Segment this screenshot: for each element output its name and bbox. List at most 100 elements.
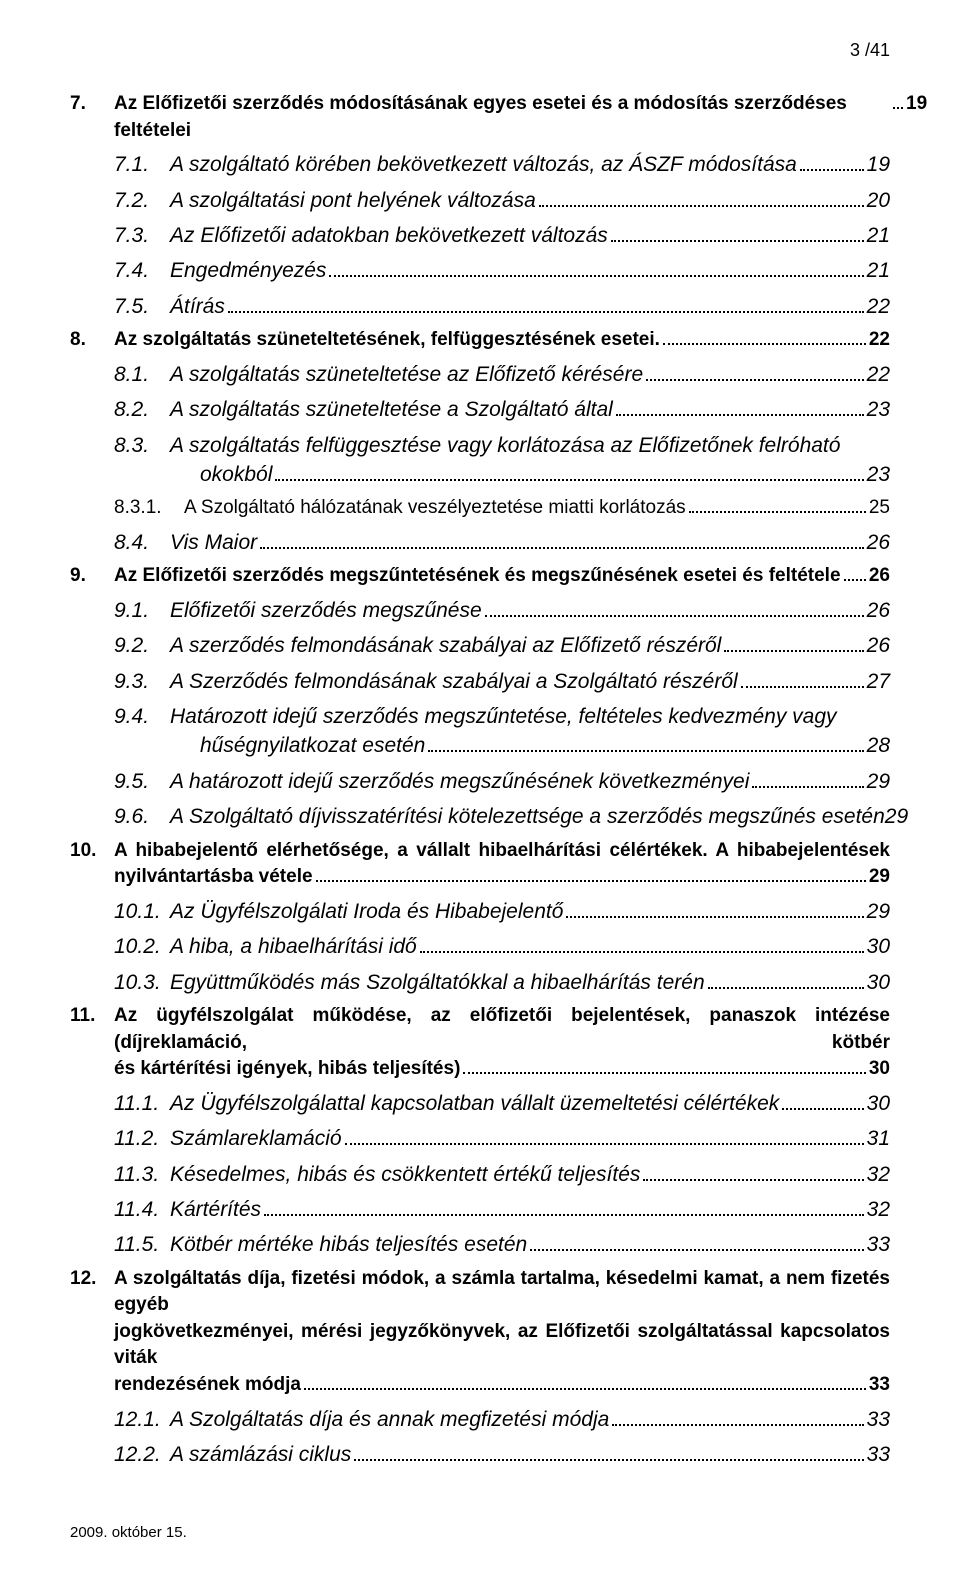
toc-title: Kártérítés [170,1195,261,1224]
toc-title-continuation: és kártérítési igények, hibás teljesítés… [114,1056,460,1083]
toc-number: 7. [70,91,114,118]
toc-text-block: Vis Maior26 [170,528,890,557]
toc-text-block: A számlázási ciklus33 [170,1440,890,1469]
toc-title-continuation: rendezésének módja [114,1372,301,1399]
toc-entry: 11.1.Az Ügyfélszolgálattal kapcsolatban … [70,1089,890,1118]
toc-number: 9. [70,563,114,590]
toc-leader-dots [800,169,864,171]
toc-entry: 9.5.A határozott idejű szerződés megszűn… [70,767,890,796]
toc-entry: 8.4.Vis Maior26 [70,528,890,557]
toc-leader-dots [611,240,864,242]
toc-page-ref: 26 [869,563,890,590]
toc-entry: 8.3.1.A Szolgáltató hálózatának veszélye… [70,495,890,522]
toc-page-ref: 23 [867,395,890,424]
toc-page-ref: 32 [867,1195,890,1224]
toc-text-block: Számlareklamáció31 [170,1124,890,1153]
toc-leader-dots [304,1388,866,1390]
toc-entry: 9.6.A Szolgáltató díjvisszatérítési köte… [70,802,890,831]
toc-page-ref: 23 [867,460,890,489]
toc-leader-dots [316,880,866,882]
toc-leader-dots [530,1249,863,1251]
toc-number: 9.4. [114,702,170,731]
toc-text-block: Az ügyfélszolgálat működése, az előfizet… [114,1003,890,1083]
toc-page-ref: 33 [869,1372,890,1399]
toc-page-ref: 28 [867,731,890,760]
toc-title: A szerződés felmondásának szabályai az E… [170,631,721,660]
toc-page-ref: 22 [867,360,890,389]
toc-leader-dots [539,205,864,207]
toc-page-ref: 26 [867,528,890,557]
toc-page-ref: 29 [867,767,890,796]
toc-text-block: Késedelmes, hibás és csökkentett értékű … [170,1160,890,1189]
toc-entry: 10.3.Együttműködés más Szolgáltatókkal a… [70,968,890,997]
toc-text-block: A szolgáltatási pont helyének változása2… [170,186,890,215]
toc-page-ref: 30 [869,1056,890,1083]
toc-title: Kötbér mértéke hibás teljesítés esetén [170,1230,527,1259]
toc-entry: 8.1.A szolgáltatás szüneteltetése az Elő… [70,360,890,389]
toc-leader-dots [752,786,863,788]
toc-page-ref: 20 [867,186,890,215]
toc-title: A hiba, a hibaelhárítási idő [170,932,417,961]
toc-title: Együttműködés más Szolgáltatókkal a hiba… [170,968,705,997]
toc-page-ref: 26 [867,596,890,625]
toc-text-block: A Szolgáltatás díja és annak megfizetési… [170,1405,890,1434]
toc-leader-dots [663,343,866,345]
toc-number: 8.2. [114,395,170,424]
toc-text-block: Előfizetői szerződés megszűnése26 [170,596,890,625]
toc-leader-dots [741,686,864,688]
toc-text-block: Együttműködés más Szolgáltatókkal a hiba… [170,968,890,997]
toc-leader-dots [260,547,864,549]
toc-page-ref: 27 [867,667,890,696]
toc-leader-dots [782,1108,863,1110]
toc-text-block: A szolgáltatás szüneteltetése a Szolgált… [170,395,890,424]
toc-leader-dots [329,275,863,277]
toc-entry: 9.1.Előfizetői szerződés megszűnése26 [70,596,890,625]
footer-date: 2009. október 15. [70,1524,187,1541]
toc-text-block: Az szolgáltatás szüneteltetésének, felfü… [114,327,890,354]
toc-text-block: Határozott idejű szerződés megszűntetése… [170,702,890,761]
toc-leader-dots [893,107,903,109]
toc-title: A Szolgáltató díjvisszatérítési köteleze… [170,802,885,831]
toc-leader-dots [612,1424,863,1426]
toc-entry: 7.Az Előfizetői szerződés módosításának … [70,91,890,144]
toc-entry: 10.1.Az Ügyfélszolgálati Iroda és Hibabe… [70,897,890,926]
toc-title: A szolgáltatás szüneteltetése az Előfize… [170,360,643,389]
toc-number: 11.3. [114,1160,170,1189]
toc-number: 8.3.1. [114,495,184,522]
toc-title: Az Előfizetői szerződés megszűntetésének… [114,563,841,590]
toc-entry: 11.5.Kötbér mértéke hibás teljesítés ese… [70,1230,890,1259]
toc-entry: 11.4.Kártérítés32 [70,1195,890,1224]
toc-number: 8.1. [114,360,170,389]
toc-title: A Szolgáltatás díja és annak megfizetési… [170,1405,609,1434]
toc-text-block: Kártérítés 32 [170,1195,890,1224]
toc-title: Az szolgáltatás szüneteltetésének, felfü… [114,327,660,354]
toc-title: A Szolgáltató hálózatának veszélyeztetés… [184,495,686,522]
toc-text-block: Az Előfizetői szerződés módosításának eg… [114,91,890,144]
toc-text-block: A határozott idejű szerződés megszűnésén… [170,767,890,796]
toc-leader-dots [646,379,863,381]
toc-entry: 9.4.Határozott idejű szerződés megszűnte… [70,702,890,761]
toc-page-ref: 21 [867,256,890,285]
toc-number: 10.2. [114,932,170,961]
toc-text-block: A Szolgáltató hálózatának veszélyeztetés… [184,495,890,522]
toc-number: 12.1. [114,1405,170,1434]
toc-number: 11.5. [114,1230,170,1259]
toc-entry: 7.4.Engedményezés21 [70,256,890,285]
toc-number: 9.5. [114,767,170,796]
table-of-contents: 7.Az Előfizetői szerződés módosításának … [70,91,890,1469]
toc-number: 10.1. [114,897,170,926]
toc-page-ref: 30 [867,1089,890,1118]
toc-title-line: A hibabejelentő elérhetősége, a vállalt … [114,838,890,865]
toc-title-line: Az ügyfélszolgálat működése, az előfizet… [114,1003,890,1056]
toc-title: Az Előfizetői adatokban bekövetkezett vá… [170,221,608,250]
toc-page-ref: 22 [869,327,890,354]
toc-text-block: Engedményezés 21 [170,256,890,285]
toc-entry: 12.2.A számlázási ciklus33 [70,1440,890,1469]
toc-page-ref: 33 [867,1440,890,1469]
toc-number: 7.1. [114,150,170,179]
toc-entry: 9.2.A szerződés felmondásának szabályai … [70,631,890,660]
toc-page-ref: 21 [867,221,890,250]
toc-entry: 9.Az Előfizetői szerződés megszűntetésén… [70,563,890,590]
toc-title: Engedményezés [170,256,326,285]
toc-leader-dots [689,511,866,513]
